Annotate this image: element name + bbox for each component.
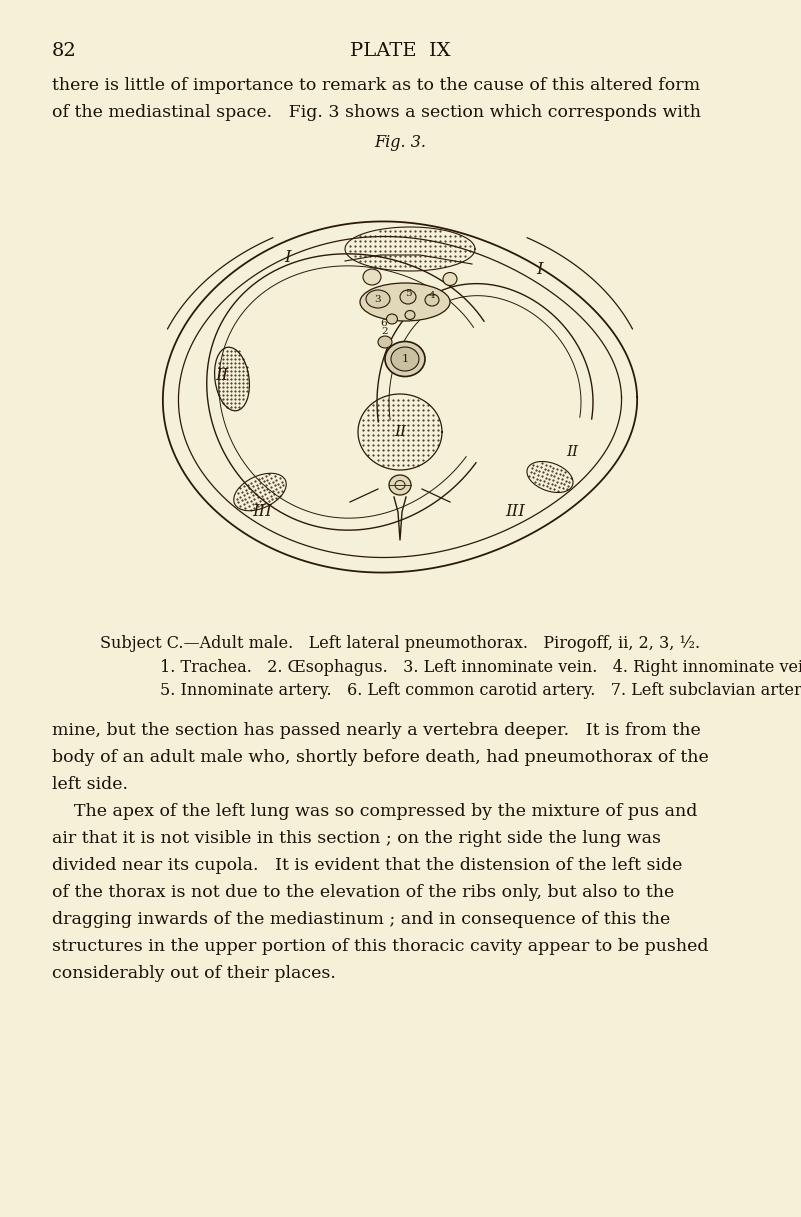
- Text: considerably out of their places.: considerably out of their places.: [52, 965, 336, 982]
- Text: mine, but the section has passed nearly a vertebra deeper.   It is from the: mine, but the section has passed nearly …: [52, 722, 701, 739]
- Ellipse shape: [360, 284, 450, 321]
- Text: II: II: [566, 445, 578, 459]
- Text: I: I: [284, 248, 292, 265]
- Text: The apex of the left lung was so compressed by the mixture of pus and: The apex of the left lung was so compres…: [52, 803, 698, 820]
- Ellipse shape: [387, 314, 397, 324]
- Text: of the mediastinal space.   Fig. 3 shows a section which corresponds with: of the mediastinal space. Fig. 3 shows a…: [52, 103, 701, 120]
- Text: II: II: [394, 425, 406, 439]
- Ellipse shape: [443, 273, 457, 286]
- Ellipse shape: [385, 342, 425, 376]
- Text: there is little of importance to remark as to the cause of this altered form: there is little of importance to remark …: [52, 77, 700, 94]
- Text: air that it is not visible in this section ; on the right side the lung was: air that it is not visible in this secti…: [52, 830, 661, 847]
- Text: III: III: [252, 504, 272, 521]
- Text: 5: 5: [405, 288, 411, 297]
- Text: 4: 4: [429, 292, 435, 301]
- Text: PLATE  IX: PLATE IX: [350, 43, 450, 60]
- Ellipse shape: [378, 336, 392, 348]
- Text: 3: 3: [375, 295, 381, 303]
- Text: III: III: [505, 504, 525, 521]
- Text: Subject C.—Adult male.   Left lateral pneumothorax.   Pirogoff, ii, 2, 3, ½.: Subject C.—Adult male. Left lateral pneu…: [100, 635, 700, 652]
- Ellipse shape: [405, 310, 415, 320]
- Ellipse shape: [366, 290, 390, 308]
- Ellipse shape: [400, 290, 416, 304]
- Ellipse shape: [389, 475, 411, 495]
- Ellipse shape: [363, 269, 381, 285]
- Text: 82: 82: [52, 43, 77, 60]
- Text: 1: 1: [401, 354, 409, 364]
- Text: 1. Trachea.   2. Œsophagus.   3. Left innominate vein.   4. Right innominate vei: 1. Trachea. 2. Œsophagus. 3. Left innomi…: [160, 658, 801, 675]
- Text: II: II: [215, 366, 228, 383]
- Text: body of an adult male who, shortly before death, had pneumothorax of the: body of an adult male who, shortly befor…: [52, 748, 709, 765]
- Text: I: I: [537, 260, 543, 277]
- Text: 2: 2: [382, 327, 388, 336]
- Text: dragging inwards of the mediastinum ; and in consequence of this the: dragging inwards of the mediastinum ; an…: [52, 912, 670, 929]
- Text: divided near its cupola.   It is evident that the distension of the left side: divided near its cupola. It is evident t…: [52, 857, 682, 874]
- Text: Fig. 3.: Fig. 3.: [374, 134, 426, 151]
- Ellipse shape: [391, 347, 419, 371]
- Ellipse shape: [425, 295, 439, 305]
- Text: left side.: left side.: [52, 776, 128, 793]
- Text: structures in the upper portion of this thoracic cavity appear to be pushed: structures in the upper portion of this …: [52, 938, 709, 955]
- Text: 6: 6: [380, 320, 388, 329]
- Text: of the thorax is not due to the elevation of the ribs only, but also to the: of the thorax is not due to the elevatio…: [52, 884, 674, 901]
- Text: 5. Innominate artery.   6. Left common carotid artery.   7. Left subclavian arte: 5. Innominate artery. 6. Left common car…: [160, 682, 801, 699]
